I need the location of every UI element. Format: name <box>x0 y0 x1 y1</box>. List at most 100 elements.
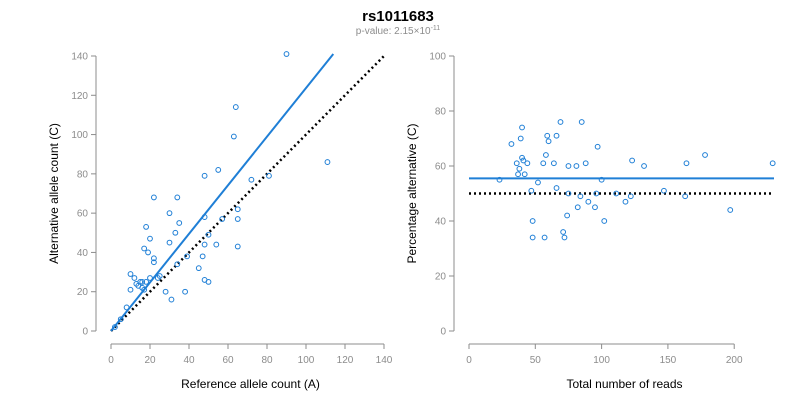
data-point <box>141 286 148 293</box>
data-point <box>147 275 153 281</box>
data-point <box>151 194 157 201</box>
y-tick-label: 20 <box>435 272 447 283</box>
y-tick-label: 40 <box>435 217 447 228</box>
data-point <box>117 316 124 323</box>
data-point <box>541 234 548 241</box>
data-point <box>141 245 148 252</box>
data-point <box>683 160 690 167</box>
x-tick-label: 100 <box>298 355 315 366</box>
data-point <box>182 288 189 295</box>
data-point <box>565 163 572 169</box>
data-point <box>578 119 585 125</box>
data-point <box>143 278 150 285</box>
data-point <box>520 157 527 164</box>
data-point <box>195 265 202 272</box>
data-point <box>201 172 208 179</box>
data-point <box>145 249 151 256</box>
data-point <box>147 235 153 242</box>
y-tick-label: 80 <box>77 169 89 180</box>
data-point <box>174 261 181 268</box>
data-point <box>176 220 183 226</box>
x-tick-label: 100 <box>593 355 610 366</box>
data-point <box>598 176 605 183</box>
data-point <box>529 218 536 224</box>
y-tick-label: 100 <box>429 52 446 63</box>
data-point <box>519 124 525 131</box>
data-point <box>540 160 547 167</box>
data-point <box>601 218 608 224</box>
y-axis-title: Alternative allele count (C) <box>47 123 61 264</box>
data-point <box>661 187 667 194</box>
x-axis-title: Reference allele count (A) <box>181 377 320 391</box>
data-point <box>550 160 557 167</box>
data-point <box>515 171 521 178</box>
x-tick-label: 60 <box>222 355 234 366</box>
data-point <box>215 167 222 173</box>
data-point <box>201 241 208 248</box>
data-point <box>234 206 241 213</box>
data-point <box>266 172 272 179</box>
subtitle-exponent: -11 <box>431 25 441 32</box>
data-point <box>127 271 134 277</box>
y-axis-title: Percentage alternative (C) <box>405 123 419 263</box>
data-point <box>622 198 629 205</box>
y-tick-label: 60 <box>435 162 447 173</box>
data-point <box>283 51 290 57</box>
data-point <box>248 176 255 183</box>
x-tick-label: 80 <box>261 355 273 366</box>
data-point <box>528 187 535 194</box>
data-point <box>529 234 536 241</box>
subtitle-mantissa: 2.15 <box>394 26 414 37</box>
data-point <box>561 234 568 241</box>
data-point <box>143 223 150 230</box>
data-point <box>629 157 636 164</box>
y-tick-label: 60 <box>77 209 89 220</box>
data-point <box>156 273 163 279</box>
x-axis-title: Total number of reads <box>566 377 682 391</box>
data-point <box>769 160 776 167</box>
data-point <box>162 288 169 295</box>
x-tick-label: 40 <box>183 355 195 366</box>
data-point <box>213 241 220 248</box>
x-tick-label: 20 <box>144 355 156 366</box>
data-point <box>131 275 138 281</box>
data-point <box>641 163 647 169</box>
x-tick-label: 150 <box>660 355 677 366</box>
y-tick-label: 40 <box>77 248 89 259</box>
chart-subtitle: p-value: 2.15×10-11 <box>356 25 441 37</box>
x-tick-label: 200 <box>726 355 743 366</box>
data-point <box>174 194 181 201</box>
data-point <box>593 190 600 197</box>
data-point <box>574 204 581 211</box>
data-point <box>151 255 157 262</box>
x-tick-label: 50 <box>530 355 542 366</box>
fit-line <box>110 53 335 332</box>
data-point <box>517 135 524 142</box>
data-point <box>585 198 592 205</box>
x-tick-label: 140 <box>376 355 393 366</box>
data-point <box>573 163 580 169</box>
subtitle-times: ×10 <box>414 26 431 37</box>
data-point <box>232 104 239 110</box>
data-point <box>524 160 531 167</box>
data-point <box>543 152 549 158</box>
data-point <box>702 152 708 158</box>
data-point <box>166 239 173 246</box>
data-point <box>519 154 525 161</box>
data-point <box>594 143 601 150</box>
data-point <box>137 278 144 285</box>
data-point <box>627 193 634 200</box>
chart-panel-2: 0 20 40 60 80 100 0 50 100 150 200 Total number of … <box>405 52 776 391</box>
data-point <box>151 259 157 266</box>
data-point <box>535 179 541 186</box>
data-point <box>727 207 734 213</box>
y-tick-label: 0 <box>82 327 88 338</box>
data-point <box>577 193 584 200</box>
data-point <box>582 160 589 167</box>
data-point <box>234 243 241 250</box>
data-point <box>513 160 520 167</box>
data-point <box>324 159 331 165</box>
data-point <box>544 132 551 139</box>
